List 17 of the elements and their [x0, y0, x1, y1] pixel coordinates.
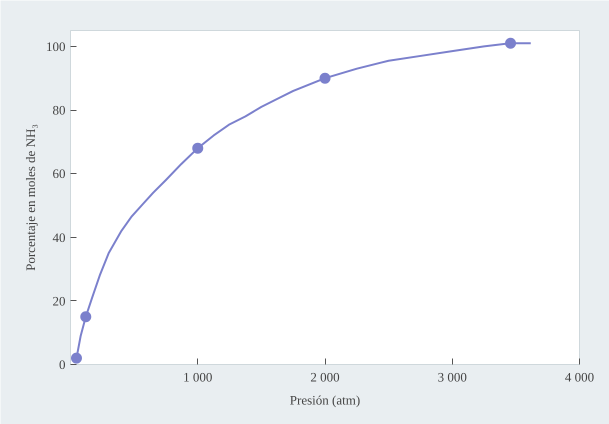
y-tick-label: 20 [52, 293, 66, 308]
x-tick-label: 2 000 [310, 370, 340, 384]
y-tick-label: 40 [52, 230, 66, 245]
x-tick-label: 4 000 [564, 370, 594, 384]
point [505, 38, 516, 49]
point [70, 352, 82, 364]
x-tick-label: 3 000 [438, 370, 467, 384]
point [192, 142, 204, 154]
point [80, 311, 92, 322]
point [320, 72, 330, 84]
y-tick-label: 0 [59, 357, 66, 372]
y-tick-label: 100 [46, 38, 66, 54]
y-tick-label: 60 [52, 166, 66, 182]
x-axis-title: Presión (atm) [290, 392, 360, 408]
y-tick-label: 80 [52, 102, 66, 118]
x-tick-label: 1 000 [183, 370, 212, 384]
y-axis-title: Porcentaje en moles de NH₃ [23, 124, 38, 271]
